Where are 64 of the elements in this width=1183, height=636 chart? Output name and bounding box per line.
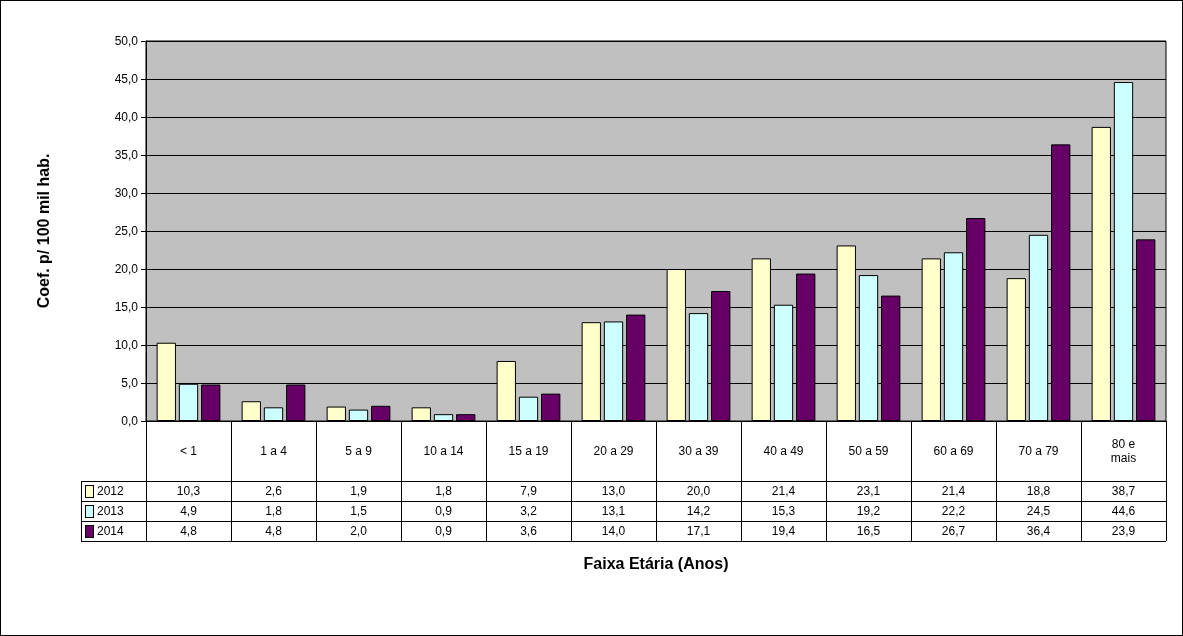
data-label: 20,0 — [685, 483, 712, 500]
y-tick-label: 25,0 — [114, 224, 139, 238]
data-label: 1,8 — [264, 503, 283, 520]
data-label: 17,1 — [685, 523, 712, 540]
y-tick-label: 30,0 — [114, 186, 139, 200]
y-tick-label: 40,0 — [114, 110, 139, 124]
x-tick-label: 15 a 19 — [507, 443, 550, 460]
data-label: 0,9 — [434, 523, 453, 540]
data-label: 14,2 — [685, 503, 712, 520]
y-tick-label: 5,0 — [121, 376, 139, 390]
x-tick-label: 80 e mais — [1109, 436, 1138, 467]
data-label: 2,6 — [264, 483, 283, 500]
text: Faixa Etária (Anos) — [582, 555, 730, 573]
x-tick-label: 1 a 4 — [259, 443, 288, 460]
data-label: 1,5 — [349, 503, 368, 520]
data-label: 0,9 — [434, 503, 453, 520]
data-label: 26,7 — [940, 523, 967, 540]
x-tick-label: 60 a 69 — [932, 443, 975, 460]
data-label: 19,4 — [770, 523, 797, 540]
data-label: 21,4 — [940, 483, 967, 500]
y-tick-label: 50,0 — [114, 34, 139, 48]
data-label: 23,9 — [1110, 523, 1137, 540]
legend-label: 2014 — [97, 524, 124, 538]
data-label: 4,8 — [264, 523, 283, 540]
data-label: 24,5 — [1025, 503, 1052, 520]
data-label: 18,8 — [1025, 483, 1052, 500]
data-label: 4,9 — [179, 503, 198, 520]
data-label: 38,7 — [1110, 483, 1137, 500]
data-label: 7,9 — [519, 483, 538, 500]
data-label: 36,4 — [1025, 523, 1052, 540]
x-tick-label: 70 a 79 — [1017, 443, 1060, 460]
data-label: 1,8 — [434, 483, 453, 500]
data-label: 13,1 — [600, 503, 627, 520]
x-tick-label: 30 a 39 — [677, 443, 720, 460]
y-axis-title: Coef. p/ 100 mil hab. — [34, 153, 52, 309]
y-tick-label: 0,0 — [121, 414, 139, 428]
data-label: 21,4 — [770, 483, 797, 500]
x-tick-label: 50 a 59 — [847, 443, 890, 460]
data-label: 2,0 — [349, 523, 368, 540]
data-label: 16,5 — [855, 523, 882, 540]
data-label: 15,3 — [770, 503, 797, 520]
x-tick-label: 40 a 49 — [762, 443, 805, 460]
data-label: 23,1 — [855, 483, 882, 500]
data-label: 4,8 — [179, 523, 198, 540]
x-tick-label: 5 a 9 — [344, 443, 373, 460]
data-label: 10,3 — [175, 483, 202, 500]
y-tick-label: 45,0 — [114, 72, 139, 86]
data-label: 3,2 — [519, 503, 538, 520]
data-label: 3,6 — [519, 523, 538, 540]
data-label: 19,2 — [855, 503, 882, 520]
legend-label: 2013 — [97, 504, 124, 518]
x-tick-label: 10 a 14 — [422, 443, 465, 460]
y-tick-label: 15,0 — [114, 300, 139, 314]
data-label: 13,0 — [600, 483, 627, 500]
y-tick-label: 20,0 — [114, 262, 139, 276]
data-label: 1,9 — [349, 483, 368, 500]
legend-label: 2012 — [97, 484, 124, 498]
y-tick-label: 35,0 — [114, 148, 139, 162]
x-tick-label: < 1 — [179, 443, 198, 460]
x-tick-label: 20 a 29 — [592, 443, 635, 460]
data-label: 14,0 — [600, 523, 627, 540]
data-label: 22,2 — [940, 503, 967, 520]
y-tick-label: 10,0 — [114, 338, 139, 352]
data-label: 44,6 — [1110, 503, 1137, 520]
